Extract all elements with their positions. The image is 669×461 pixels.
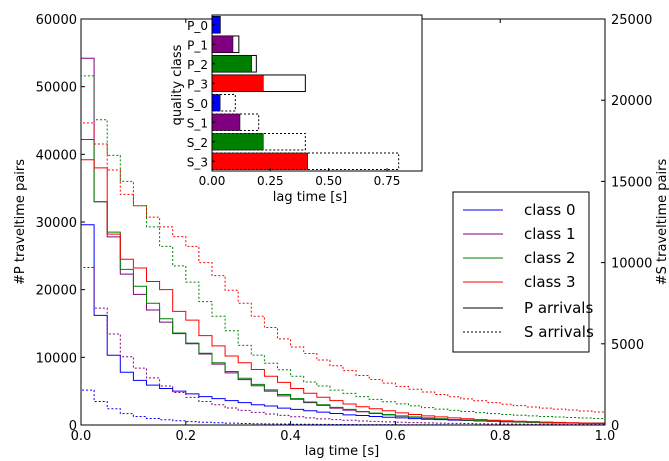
legend-label-class-3: class 3 — [524, 273, 576, 291]
inset-plot: P_0 P_1 P_2 P_3 S_0 S_1 S_2 S_3 0.00 0.25 0.50 0.75 — [187, 14, 423, 188]
y-tick-label-right: 25000 — [611, 13, 652, 28]
x-tick-label: 0.6 — [385, 429, 406, 444]
legend-label-p-arrivals: P arrivals — [524, 299, 593, 317]
legend: class 0 class 1 class 2 class 3 P arrivals S … — [452, 191, 594, 353]
inset-x-tick-label: 0.50 — [315, 174, 342, 188]
inset-y-tick-label: S_1 — [187, 116, 208, 130]
x-tick-label: 0.0 — [71, 429, 92, 444]
y-tick-label-right: 20000 — [611, 94, 652, 109]
x-axis-label: lag time [s] — [305, 444, 379, 459]
legend-box — [452, 191, 590, 353]
inset-bar-p-1 — [211, 35, 234, 53]
legend-label-class-1: class 1 — [524, 225, 576, 243]
y-axis-label-right: #S traveltime pairs — [655, 159, 669, 286]
legend-label-class-2: class 2 — [524, 249, 576, 267]
legend-label-s-arrivals: S arrivals — [524, 323, 594, 341]
inset-y-tick-label: P_3 — [187, 77, 208, 91]
inset-x-axis-label: lag time [s] — [273, 190, 347, 205]
inset-bar-p-2 — [211, 55, 252, 73]
series-p-class-2 — [80, 138, 605, 425]
y-tick-label-left: 10000 — [36, 351, 77, 366]
y-tick-label-right: 5000 — [611, 338, 644, 353]
y-tick-label-right: 0 — [611, 419, 619, 434]
y-axis-label-left: #P traveltime pairs — [13, 159, 28, 285]
inset-bar-s-3 — [211, 152, 308, 170]
inset-bar-s-2 — [211, 133, 264, 151]
inset-y-tick-label: P_1 — [187, 38, 208, 52]
inset-y-axis-label: quality class — [170, 44, 185, 125]
x-tick-label: 0.4 — [280, 429, 301, 444]
inset-y-tick-label: P_2 — [187, 58, 208, 72]
inset-y-tick-label: P_0 — [187, 19, 208, 33]
x-tick-label: 0.8 — [490, 429, 511, 444]
inset-y-tick-label: S_0 — [187, 97, 208, 111]
inset-x-tick-label: 0.75 — [374, 174, 401, 188]
y-tick-label-left: 60000 — [36, 13, 77, 28]
y-tick-label-left: 20000 — [36, 284, 77, 299]
y-tick-label-left: 0 — [69, 419, 77, 434]
x-tick-label: 0.2 — [175, 429, 196, 444]
y-tick-label-right: 15000 — [611, 175, 652, 190]
inset-y-tick-label: S_3 — [187, 155, 208, 169]
series-s-class-3 — [80, 122, 605, 425]
legend-label-class-0: class 0 — [524, 201, 576, 219]
inset-bar-p-3 — [211, 74, 264, 92]
y-tick-label-right: 10000 — [611, 257, 652, 272]
inset-bar-s-1 — [211, 113, 241, 131]
series-s-class-2 — [80, 75, 605, 425]
main-plot: 0.0 0.2 0.4 0.6 0.8 1.00100002000030000400005… — [36, 13, 653, 444]
series-p-class-3 — [80, 159, 605, 425]
y-tick-label-left: 50000 — [36, 81, 77, 96]
x-tick-label: 1.0 — [595, 429, 616, 444]
inset-y-tick-label: S_2 — [187, 136, 208, 150]
y-tick-label-left: 30000 — [36, 216, 77, 231]
inset-frame — [211, 14, 423, 172]
inset-x-tick-label: 0.25 — [257, 174, 284, 188]
inset-x-tick-label: 0.00 — [199, 174, 226, 188]
y-tick-label-left: 40000 — [36, 148, 77, 163]
